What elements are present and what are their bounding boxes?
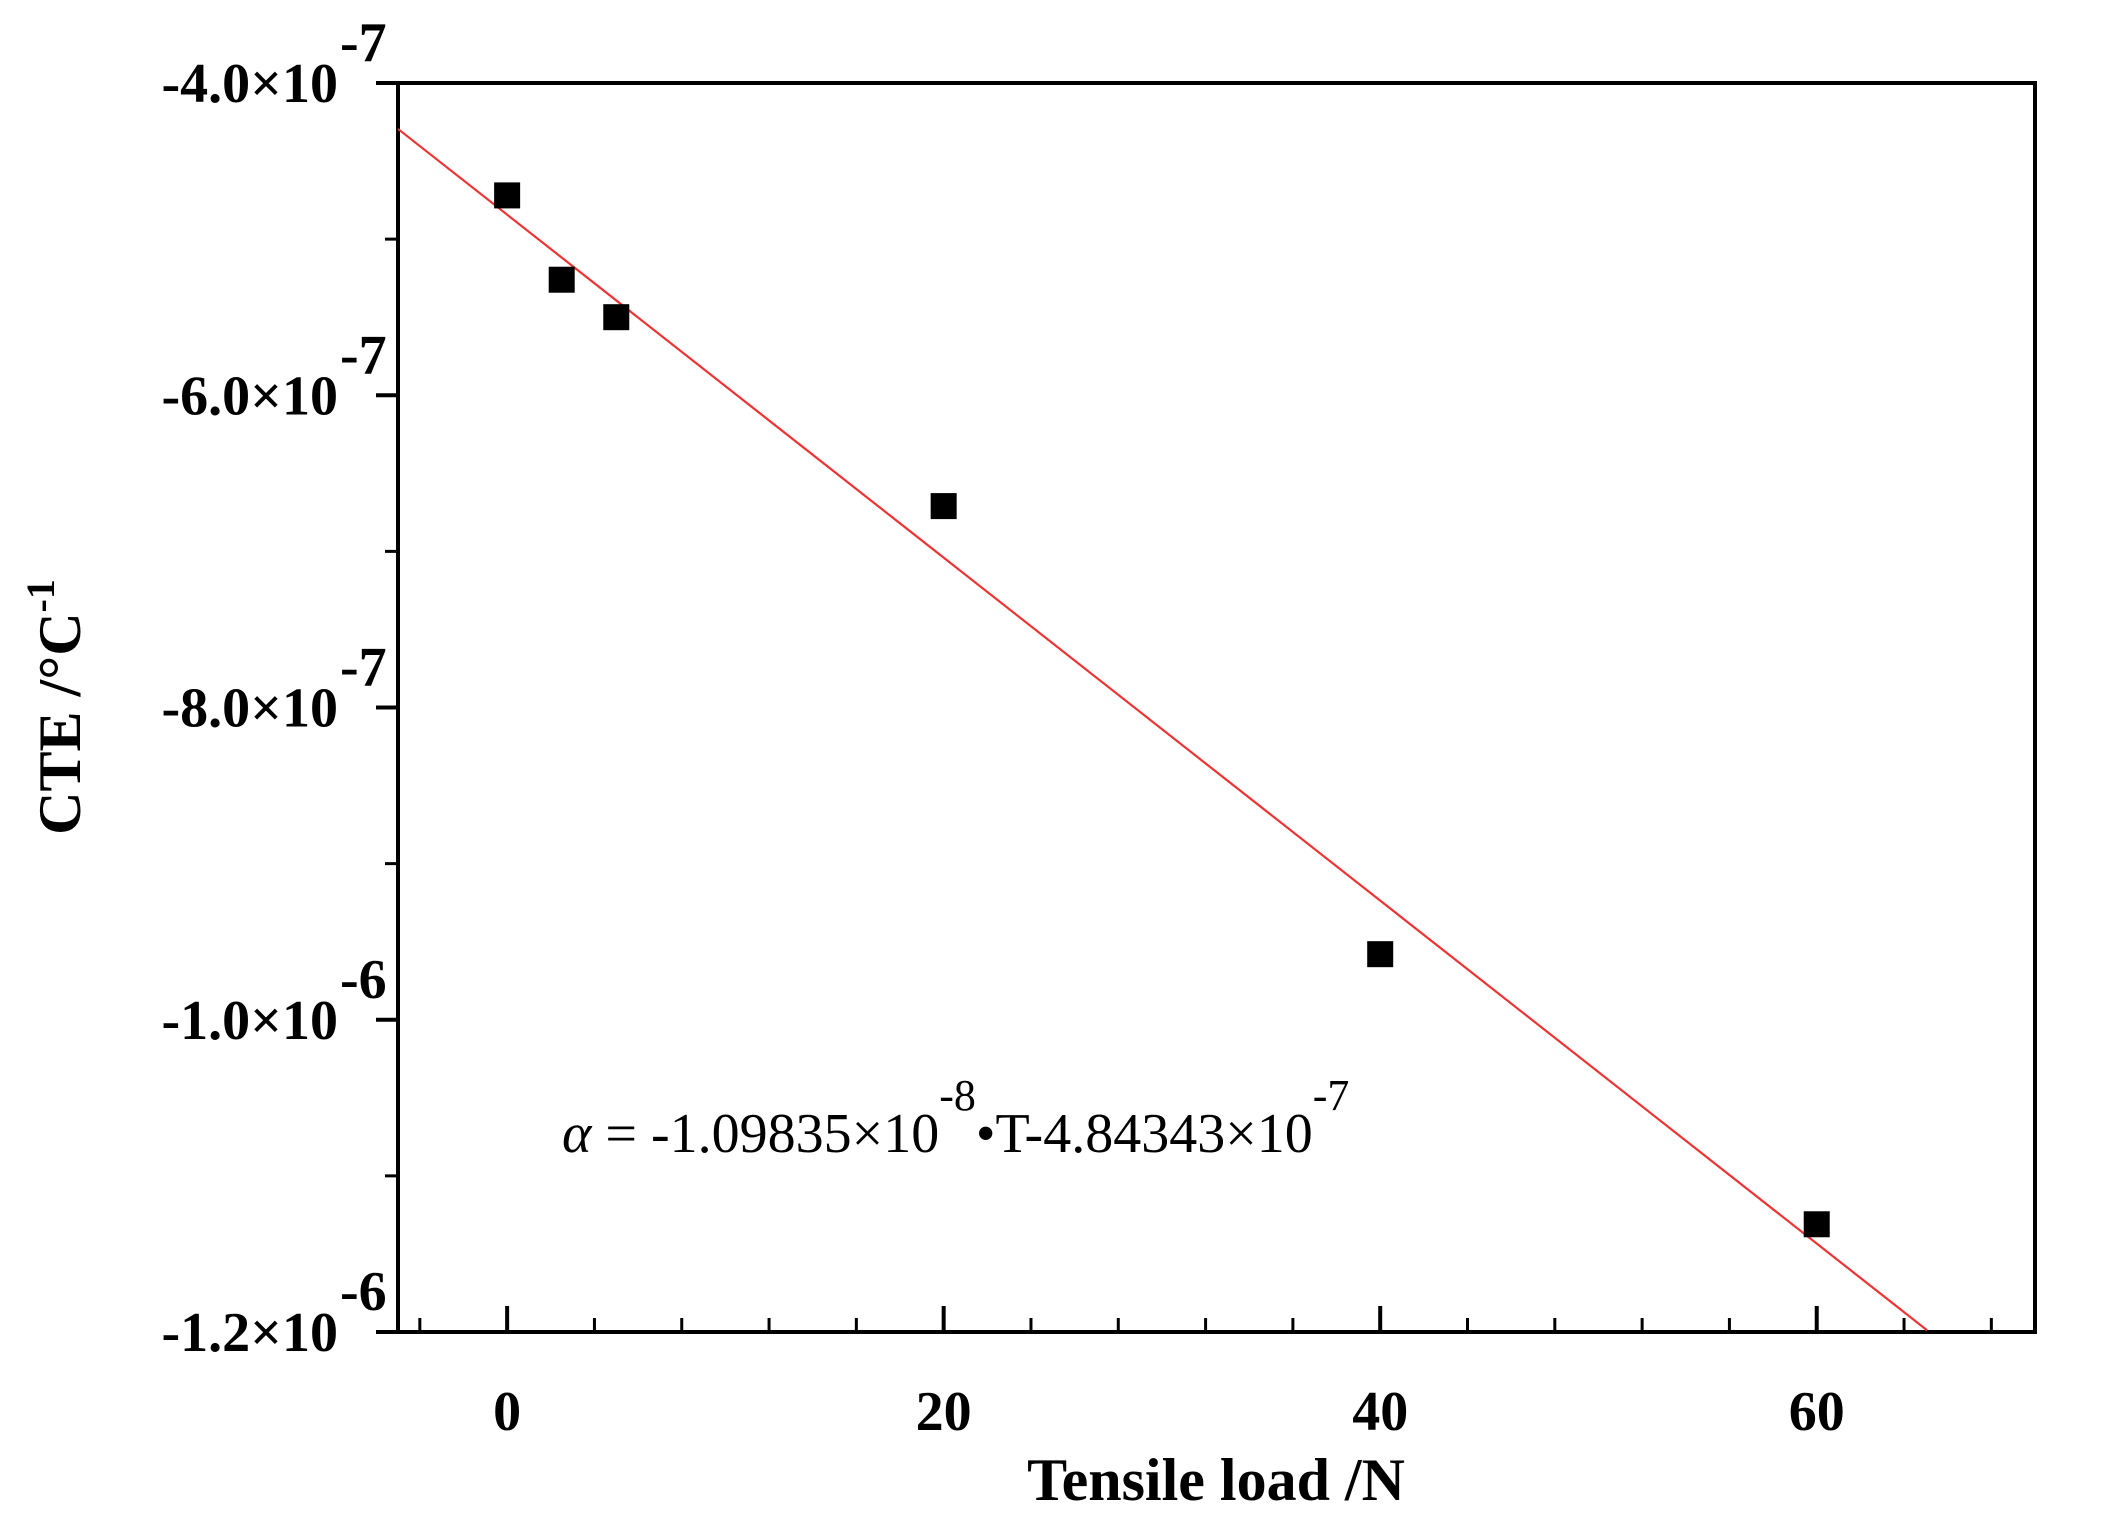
x-axis-title: Tensile load /N (1027, 1447, 1405, 1513)
fit-line (397, 128, 1928, 1332)
y-tick-label: -8.0×10 (161, 678, 338, 740)
y-tick-exponent: -7 (340, 324, 387, 386)
equation-exponent2: -7 (1313, 1071, 1350, 1120)
x-tick-label: 40 (1352, 1381, 1408, 1443)
x-tick-label: 60 (1789, 1381, 1845, 1443)
equation-part2: •T-4.84343×10 (976, 1103, 1313, 1165)
data-point (1803, 1211, 1830, 1238)
data-point (603, 304, 630, 331)
data-point (494, 182, 521, 209)
equation-alpha: α (562, 1103, 593, 1165)
y-axis-ticks: -4.0×10-7-6.0×10-7-8.0×10-7-1.0×10-6-1.2… (161, 12, 398, 1364)
x-tick-label: 0 (493, 1381, 521, 1443)
y-tick-label: -1.2×10 (161, 1302, 338, 1364)
x-axis-ticks: 0 20 40 60 (418, 1306, 1993, 1443)
y-tick-label: -6.0×10 (161, 365, 338, 427)
data-point (548, 266, 575, 293)
y-tick-label: -1.0×10 (161, 990, 338, 1052)
data-points (494, 182, 1830, 1238)
data-point (1367, 941, 1394, 968)
fit-equation: α = -1.09835×10-8•T-4.84343×10-7 (562, 1071, 1349, 1165)
y-tick-exponent: -7 (340, 12, 387, 74)
equation-exponent1: -8 (939, 1071, 976, 1120)
x-tick-label: 20 (916, 1381, 972, 1443)
equation-part1: = -1.09835×10 (591, 1103, 939, 1165)
data-point (930, 493, 957, 520)
y-tick-exponent: -7 (340, 637, 387, 699)
y-axis-title-superscript: -1 (18, 579, 63, 612)
fit-line-group (397, 128, 1928, 1332)
y-tick-exponent: -6 (340, 949, 387, 1011)
y-axis-title-main: CTE /°C (27, 612, 93, 834)
y-tick-exponent: -6 (340, 1261, 387, 1323)
y-tick-label: -4.0×10 (161, 53, 338, 115)
y-axis-title: CTE /°C-1 (18, 579, 93, 835)
